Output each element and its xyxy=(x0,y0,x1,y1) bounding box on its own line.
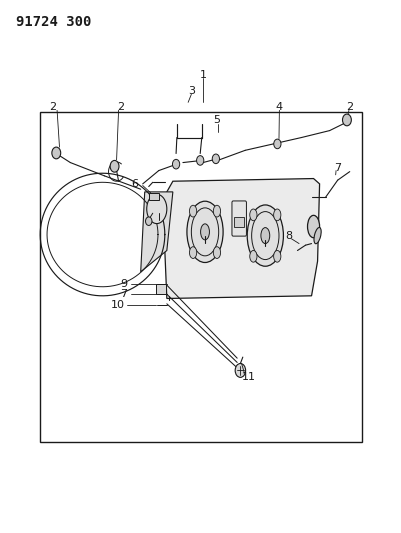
Ellipse shape xyxy=(313,228,320,244)
Bar xyxy=(233,217,244,227)
Text: 3: 3 xyxy=(188,86,195,95)
Text: 7: 7 xyxy=(120,289,127,299)
Polygon shape xyxy=(148,193,158,200)
Text: 91724 300: 91724 300 xyxy=(16,15,91,29)
Circle shape xyxy=(196,156,203,165)
Ellipse shape xyxy=(189,205,196,217)
Text: 8: 8 xyxy=(284,231,292,240)
Circle shape xyxy=(273,139,280,149)
Ellipse shape xyxy=(273,209,280,221)
Text: 2: 2 xyxy=(345,102,352,111)
Text: 2: 2 xyxy=(117,102,124,111)
Ellipse shape xyxy=(247,205,283,266)
Ellipse shape xyxy=(200,224,209,240)
FancyBboxPatch shape xyxy=(231,201,246,236)
Ellipse shape xyxy=(273,251,280,262)
Text: 10: 10 xyxy=(110,300,124,310)
Ellipse shape xyxy=(146,195,166,224)
Circle shape xyxy=(235,364,245,377)
Text: 7: 7 xyxy=(333,163,340,173)
Ellipse shape xyxy=(213,247,220,259)
Text: 11: 11 xyxy=(241,373,255,382)
Circle shape xyxy=(342,114,350,126)
Ellipse shape xyxy=(307,215,319,238)
Ellipse shape xyxy=(186,201,223,263)
Ellipse shape xyxy=(213,205,220,217)
Polygon shape xyxy=(164,179,319,298)
Text: 2: 2 xyxy=(49,102,56,111)
Text: 4: 4 xyxy=(274,102,282,111)
Circle shape xyxy=(110,160,119,172)
Ellipse shape xyxy=(249,251,256,262)
Circle shape xyxy=(145,217,152,225)
Bar xyxy=(40,112,361,442)
Polygon shape xyxy=(140,192,172,272)
Text: 1: 1 xyxy=(199,70,206,79)
Circle shape xyxy=(52,147,61,159)
Text: 9: 9 xyxy=(120,279,127,288)
Ellipse shape xyxy=(189,247,196,259)
Ellipse shape xyxy=(260,228,269,244)
Ellipse shape xyxy=(249,209,256,221)
Circle shape xyxy=(172,159,179,169)
Text: 5: 5 xyxy=(213,115,220,125)
Text: 6: 6 xyxy=(131,179,138,189)
Bar xyxy=(156,284,165,294)
Circle shape xyxy=(212,154,219,164)
